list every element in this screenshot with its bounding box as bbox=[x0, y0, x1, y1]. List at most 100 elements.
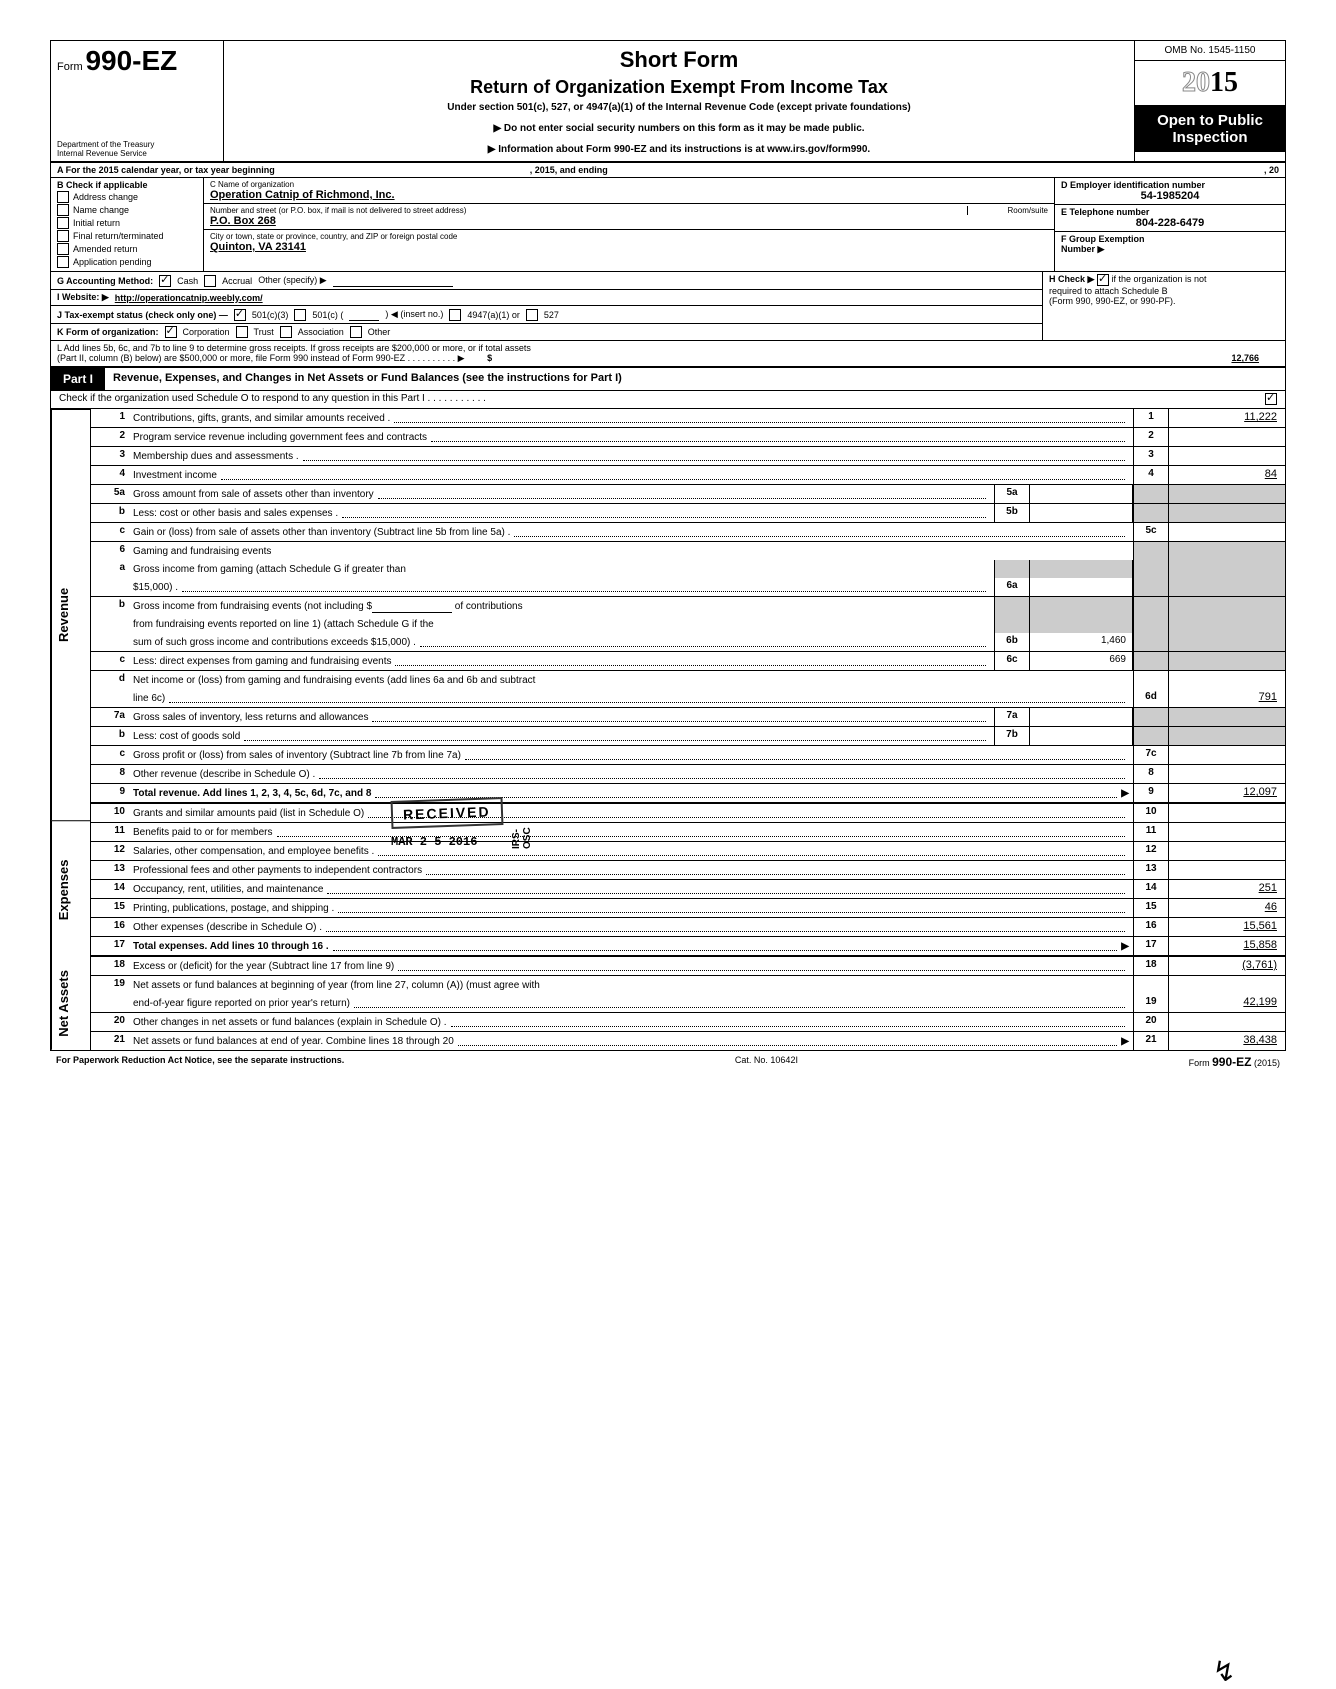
line-a-prefix: A For the 2015 calendar year, or tax yea… bbox=[57, 165, 275, 175]
checkbox-accrual[interactable] bbox=[204, 275, 216, 287]
checkbox-527[interactable] bbox=[526, 309, 538, 321]
line-box-num: 17 bbox=[1133, 937, 1169, 955]
other-field[interactable] bbox=[333, 274, 453, 287]
line-desc: Net assets or fund balances at end of ye… bbox=[133, 1036, 454, 1047]
line-desc2: of contributions bbox=[455, 601, 523, 612]
checkbox-icon[interactable] bbox=[57, 256, 69, 268]
cb-label: Application pending bbox=[73, 257, 152, 267]
line-box-num: 11 bbox=[1133, 823, 1169, 841]
shaded-cell bbox=[1030, 560, 1133, 578]
checkbox-schedule-o[interactable] bbox=[1265, 393, 1277, 405]
line-15: 15 Printing, publications, postage, and … bbox=[91, 899, 1285, 918]
line-6a-1: a Gross income from gaming (attach Sched… bbox=[91, 560, 1285, 578]
shaded-cell bbox=[1169, 504, 1285, 522]
line-num: 1 bbox=[91, 409, 129, 427]
line-value: 11,222 bbox=[1169, 409, 1285, 427]
line-num: 18 bbox=[91, 957, 129, 975]
checkbox-501c[interactable] bbox=[294, 309, 306, 321]
line-a-mid: , 2015, and ending bbox=[530, 165, 608, 175]
checkbox-corporation[interactable] bbox=[165, 326, 177, 338]
footer-form-prefix: Form bbox=[1189, 1058, 1213, 1068]
org-name: Operation Catnip of Richmond, Inc. bbox=[210, 189, 1048, 201]
checkbox-schedule-b[interactable] bbox=[1097, 274, 1109, 286]
label-cash: Cash bbox=[177, 276, 198, 286]
checkbox-association[interactable] bbox=[280, 326, 292, 338]
line-9: 9 Total revenue. Add lines 1, 2, 3, 4, 5… bbox=[91, 784, 1285, 804]
form-number: 990-EZ bbox=[85, 45, 177, 76]
line-box-num: 10 bbox=[1133, 804, 1169, 822]
line-desc: Grants and similar amounts paid (list in… bbox=[133, 808, 364, 819]
col-c-org-info: C Name of organization Operation Catnip … bbox=[204, 178, 1055, 271]
label-ein: D Employer identification number bbox=[1061, 180, 1279, 190]
line-7b: b Less: cost of goods sold 7b bbox=[91, 727, 1285, 746]
line-num: c bbox=[91, 652, 129, 670]
line-value bbox=[1169, 746, 1285, 764]
line-num: 10 bbox=[91, 804, 129, 822]
line-value: 46 bbox=[1169, 899, 1285, 917]
inner-value bbox=[1030, 727, 1133, 745]
line-num bbox=[91, 633, 129, 651]
line-value bbox=[1169, 428, 1285, 446]
line-value: (3,761) bbox=[1169, 957, 1285, 975]
shaded-cell bbox=[1169, 597, 1285, 615]
line-desc: Membership dues and assessments . bbox=[133, 451, 299, 462]
line-value bbox=[1169, 1013, 1285, 1031]
checkbox-icon[interactable] bbox=[57, 204, 69, 216]
line-14: 14 Occupancy, rent, utilities, and maint… bbox=[91, 880, 1285, 899]
line-10: 10 Grants and similar amounts paid (list… bbox=[91, 804, 1285, 823]
open-to-public: Open to Public Inspection bbox=[1135, 106, 1285, 152]
inner-box-num: 5b bbox=[994, 504, 1030, 522]
line-box-num: 4 bbox=[1133, 466, 1169, 484]
line-value bbox=[1169, 823, 1285, 841]
revenue-label: Revenue bbox=[51, 409, 90, 820]
line-num: d bbox=[91, 671, 129, 689]
footer-cat-no: Cat. No. 10642I bbox=[735, 1055, 798, 1069]
checkbox-icon[interactable] bbox=[57, 217, 69, 229]
line-18: 18 Excess or (deficit) for the year (Sub… bbox=[91, 957, 1285, 976]
line-desc: Investment income bbox=[133, 470, 217, 481]
year-bold: 15 bbox=[1210, 67, 1238, 98]
501c-number-field[interactable] bbox=[349, 308, 379, 321]
cb-amended-return: Amended return bbox=[57, 243, 197, 255]
row-g-accounting: G Accounting Method: Cash Accrual Other … bbox=[51, 272, 1042, 290]
shaded-cell bbox=[1133, 597, 1169, 615]
line-8: 8 Other revenue (describe in Schedule O)… bbox=[91, 765, 1285, 784]
line-value: 15,858 bbox=[1169, 937, 1285, 955]
label-org-addr: Number and street (or P.O. box, if mail … bbox=[210, 206, 1048, 215]
tax-year: 2015 bbox=[1135, 61, 1285, 106]
checkbox-trust[interactable] bbox=[236, 326, 248, 338]
h-text4: (Form 990, 990-EZ, or 990-PF). bbox=[1049, 296, 1176, 306]
note-ssn: ▶ Do not enter social security numbers o… bbox=[230, 123, 1128, 134]
shaded-cell bbox=[994, 615, 1030, 633]
part1-check-schedule-o: Check if the organization used Schedule … bbox=[51, 391, 1285, 409]
line-num: c bbox=[91, 746, 129, 764]
org-addr: P.O. Box 268 bbox=[210, 215, 1048, 227]
cb-application-pending: Application pending bbox=[57, 256, 197, 268]
shaded-cell bbox=[1133, 615, 1169, 633]
checkbox-501c3[interactable] bbox=[234, 309, 246, 321]
line-5c: c Gain or (loss) from sale of assets oth… bbox=[91, 523, 1285, 542]
ein-value: 54-1985204 bbox=[1061, 190, 1279, 202]
inner-value bbox=[1030, 485, 1133, 503]
line-box-num: 19 bbox=[1133, 994, 1169, 1012]
line-5a: 5a Gross amount from sale of assets othe… bbox=[91, 485, 1285, 504]
label-accounting: G Accounting Method: bbox=[57, 276, 153, 286]
checkbox-4947[interactable] bbox=[449, 309, 461, 321]
checkbox-icon[interactable] bbox=[57, 191, 69, 203]
label-phone: E Telephone number bbox=[1061, 207, 1279, 217]
col-d-numbers: D Employer identification number 54-1985… bbox=[1055, 178, 1285, 271]
line-num: 20 bbox=[91, 1013, 129, 1031]
header-left: Form 990-EZ Department of the Treasury I… bbox=[51, 41, 224, 161]
cb-label: Amended return bbox=[73, 244, 138, 254]
line-value bbox=[1169, 447, 1285, 465]
line-num: 9 bbox=[91, 784, 129, 802]
checkbox-icon[interactable] bbox=[57, 243, 69, 255]
checkbox-icon[interactable] bbox=[57, 230, 69, 242]
checkbox-other-org[interactable] bbox=[350, 326, 362, 338]
checkbox-cash[interactable] bbox=[159, 275, 171, 287]
contrib-field[interactable] bbox=[372, 600, 452, 613]
note-info: ▶ Information about Form 990-EZ and its … bbox=[230, 144, 1128, 155]
label-corporation: Corporation bbox=[183, 327, 230, 337]
shaded-cell bbox=[1169, 652, 1285, 670]
org-name-box: C Name of organization Operation Catnip … bbox=[204, 178, 1054, 204]
